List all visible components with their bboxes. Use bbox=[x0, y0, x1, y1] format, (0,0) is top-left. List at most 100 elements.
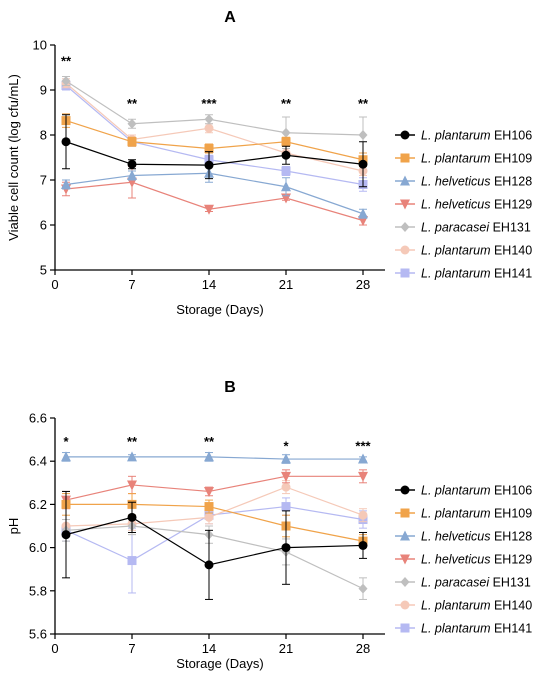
legend-species: L. helveticus bbox=[421, 175, 490, 189]
legend-item: L. paracasei EH131 bbox=[395, 576, 531, 590]
data-point bbox=[61, 451, 71, 462]
panel-letter: B bbox=[224, 379, 236, 396]
series-line bbox=[65, 120, 364, 161]
legend-label: L. plantarum EH106 bbox=[421, 129, 532, 143]
data-point bbox=[358, 471, 368, 482]
legend-strain: EH140 bbox=[490, 244, 532, 258]
legend-marker bbox=[400, 268, 410, 278]
series-eh109 bbox=[61, 113, 368, 167]
x-axis-label: Storage (Days) bbox=[176, 302, 263, 317]
legend-item: L. plantarum EH141 bbox=[395, 267, 532, 281]
y-tick-label: 6.4 bbox=[29, 454, 47, 469]
legend-strain: EH106 bbox=[490, 484, 532, 498]
data-point bbox=[204, 204, 214, 215]
legend-strain: EH129 bbox=[490, 553, 532, 567]
legend-species: L. plantarum bbox=[421, 599, 490, 613]
y-axis-label: Viable cell count (log cfu/mL) bbox=[6, 74, 21, 241]
legend-marker bbox=[400, 222, 410, 232]
significance-label: ** bbox=[127, 434, 138, 449]
legend-label: L. plantarum EH141 bbox=[421, 267, 532, 281]
legend-item: L. plantarum EH140 bbox=[395, 244, 532, 258]
x-tick-label: 7 bbox=[128, 277, 135, 292]
legend-strain: EH106 bbox=[490, 129, 532, 143]
y-tick-label: 6.0 bbox=[29, 540, 47, 555]
legend-strain: EH131 bbox=[489, 221, 531, 235]
data-point bbox=[281, 453, 291, 464]
series-eh141 bbox=[61, 497, 368, 594]
x-tick-label: 0 bbox=[51, 641, 58, 656]
legend-label: L. helveticus EH129 bbox=[421, 198, 532, 212]
legend-marker bbox=[400, 485, 410, 495]
x-axis-label: Storage (Days) bbox=[176, 656, 263, 671]
data-point bbox=[127, 137, 137, 147]
x-tick-label: 14 bbox=[202, 277, 216, 292]
legend: L. plantarum EH106 L. plantarum EH109 L. h… bbox=[395, 129, 532, 281]
series-eh106 bbox=[61, 114, 368, 188]
legend-strain: EH141 bbox=[490, 267, 532, 281]
legend-label: L. helveticus EH129 bbox=[421, 553, 532, 567]
data-point bbox=[358, 130, 368, 140]
data-point bbox=[281, 181, 291, 192]
legend-item: L. plantarum EH141 bbox=[395, 622, 532, 636]
legend-species: L. helveticus bbox=[421, 530, 490, 544]
legend-species: L. paracasei bbox=[421, 576, 490, 590]
significance-label: ** bbox=[358, 96, 369, 111]
panel-a: A 5 6 7 8 9 10 0 7 14 21 28 Storage (Days) Viable cel… bbox=[6, 9, 532, 317]
data-point bbox=[127, 451, 137, 462]
y-tick-label: 5.6 bbox=[29, 627, 47, 642]
data-point bbox=[204, 502, 214, 512]
legend-marker bbox=[400, 530, 410, 541]
x-tick-label: 7 bbox=[128, 641, 135, 656]
data-point bbox=[358, 208, 368, 219]
series-line bbox=[65, 141, 364, 166]
data-point bbox=[127, 512, 137, 522]
series-eh109 bbox=[61, 493, 368, 549]
legend-species: L. plantarum bbox=[421, 484, 490, 498]
legend-strain: EH141 bbox=[490, 622, 532, 636]
x-tick-label: 28 bbox=[356, 277, 370, 292]
data-point bbox=[358, 159, 368, 169]
legend-marker bbox=[400, 508, 410, 518]
x-tick-label: 14 bbox=[202, 641, 216, 656]
series-eh128 bbox=[61, 451, 368, 464]
legend-item: L. plantarum EH106 bbox=[395, 484, 532, 498]
data-point bbox=[127, 159, 137, 169]
data-point bbox=[204, 160, 214, 170]
legend-strain: EH140 bbox=[490, 599, 532, 613]
legend-item: L. helveticus EH128 bbox=[395, 175, 532, 189]
significance-label: ** bbox=[127, 96, 138, 111]
legend-item: L. plantarum EH109 bbox=[395, 152, 532, 166]
legend-item: L. helveticus EH128 bbox=[395, 530, 532, 544]
legend-marker bbox=[400, 245, 410, 255]
legend-label: L. helveticus EH128 bbox=[421, 175, 532, 189]
data-point bbox=[204, 560, 214, 570]
legend-item: L. plantarum EH140 bbox=[395, 599, 532, 613]
series-line bbox=[65, 486, 364, 527]
legend-item: L. helveticus EH129 bbox=[395, 553, 532, 567]
legend-strain: EH128 bbox=[490, 530, 532, 544]
series-line bbox=[65, 181, 364, 222]
data-point bbox=[281, 166, 291, 176]
legend-strain: EH109 bbox=[490, 152, 532, 166]
legend-strain: EH131 bbox=[489, 576, 531, 590]
y-tick-label: 6.6 bbox=[29, 411, 47, 426]
data-point bbox=[61, 530, 71, 540]
data-point bbox=[358, 453, 368, 464]
data-point bbox=[127, 480, 137, 491]
y-tick-label: 5 bbox=[40, 263, 47, 278]
significance-label: ** bbox=[204, 434, 215, 449]
legend-label: L. plantarum EH140 bbox=[421, 599, 532, 613]
data-point bbox=[358, 540, 368, 550]
series-eh131 bbox=[61, 516, 368, 600]
data-point bbox=[127, 170, 137, 180]
series-eh106 bbox=[61, 490, 368, 600]
data-point bbox=[204, 512, 214, 522]
legend-species: L. plantarum bbox=[421, 622, 490, 636]
y-tick-label: 9 bbox=[40, 83, 47, 98]
legend-label: L. plantarum EH140 bbox=[421, 244, 532, 258]
data-point bbox=[358, 583, 368, 594]
legend-strain: EH109 bbox=[490, 507, 532, 521]
data-point bbox=[204, 114, 214, 125]
